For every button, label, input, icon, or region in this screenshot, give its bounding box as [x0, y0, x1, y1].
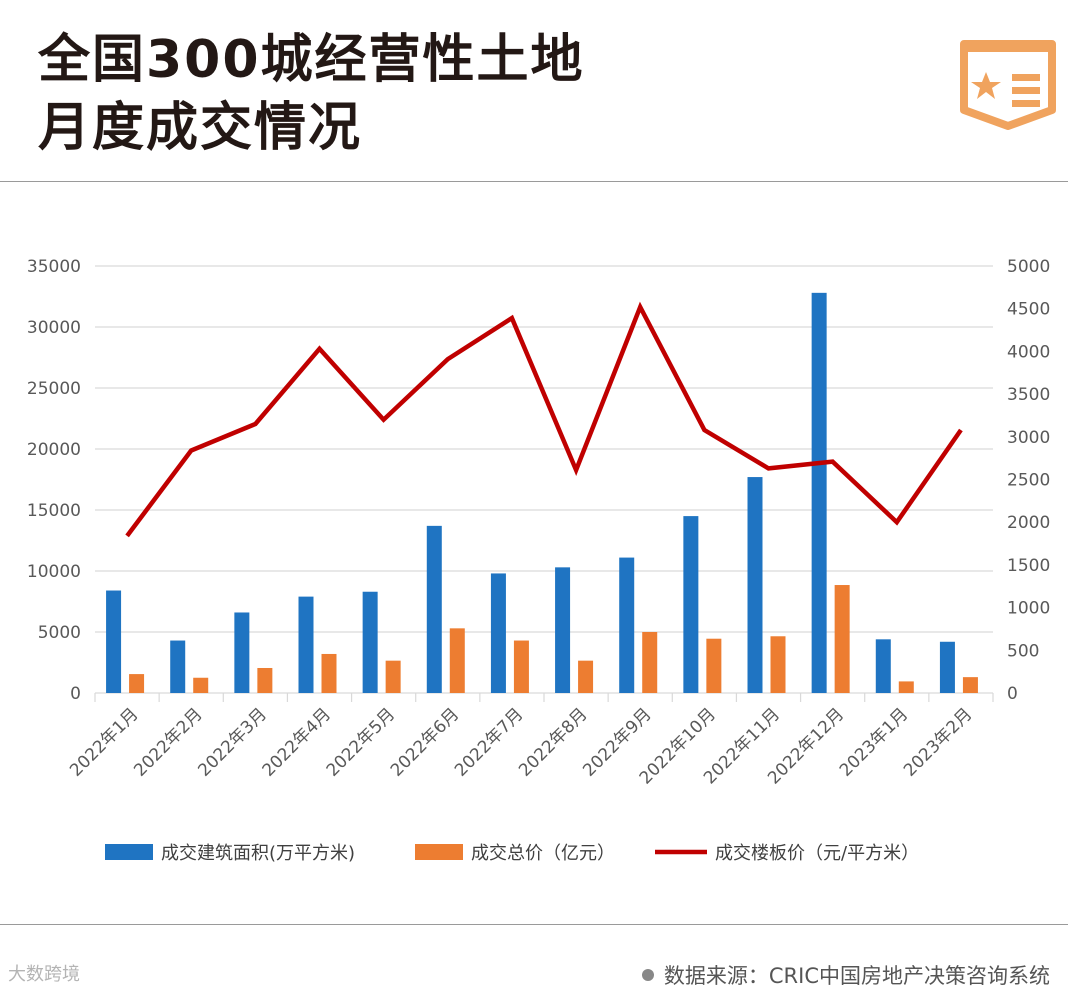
bar-area — [875, 639, 891, 693]
x-tick-label: 2022年5月 — [323, 704, 399, 780]
line-floor-price — [125, 301, 963, 538]
y-right-tick-label: 2000 — [1007, 513, 1050, 533]
bar-total-price — [642, 632, 658, 693]
bar-total-price — [962, 677, 978, 693]
star-report-badge-icon — [960, 40, 1056, 130]
x-tick-label: 2023年2月 — [900, 704, 976, 780]
bar-area — [683, 516, 699, 693]
y-left-tick-label: 10000 — [27, 562, 81, 582]
legend-swatch — [415, 844, 463, 860]
legend-swatch — [105, 844, 153, 860]
title-line-2: 月度成交情况 — [38, 98, 363, 158]
y-right-tick-label: 1000 — [1007, 599, 1050, 619]
x-tick-label: 2023年1月 — [836, 704, 912, 780]
y-right-tick-label: 4500 — [1007, 300, 1050, 320]
x-tick-label: 2022年7月 — [451, 704, 527, 780]
bar-total-price — [706, 638, 722, 693]
bar-total-price — [193, 677, 209, 693]
bar-total-price — [321, 653, 337, 693]
y-right-tick-label: 3000 — [1007, 428, 1050, 448]
bar-area — [426, 525, 442, 693]
bar-total-price — [129, 674, 145, 693]
land-transaction-chart: 0 5000 10000 15000 20000 25000 30000 35000 0 500 1… — [27, 257, 1050, 864]
bar-area — [747, 477, 763, 693]
x-tick-label: 2022年3月 — [194, 704, 270, 780]
footer-divider — [0, 924, 1068, 925]
y-left-tick-label: 35000 — [27, 257, 81, 277]
bar-area — [490, 573, 506, 693]
bar-total-price — [257, 667, 273, 693]
x-tick-label: 2022年1月 — [66, 704, 142, 780]
y-right-tick-label: 3500 — [1007, 385, 1050, 405]
y-left-tick-label: 15000 — [27, 501, 81, 521]
bar-area — [555, 567, 571, 693]
bar-area — [362, 591, 378, 693]
title-line-1: 全国300城经营性土地 — [38, 30, 585, 90]
bar-total-price — [578, 660, 594, 693]
y-left-tick-label: 30000 — [27, 318, 81, 338]
x-tick-label: 2022年4月 — [259, 704, 335, 780]
y-left-tick-label: 0 — [70, 684, 81, 704]
y-right-tick-label: 1500 — [1007, 556, 1050, 576]
bar-area — [106, 590, 122, 693]
y-right-tick-label: 2500 — [1007, 471, 1050, 491]
bar-total-price — [513, 640, 529, 693]
bar-area — [939, 641, 955, 693]
y-right-tick-label: 5000 — [1007, 257, 1050, 277]
bar-total-price — [898, 681, 914, 693]
y-left-tick-label: 20000 — [27, 440, 81, 460]
header-divider — [0, 181, 1068, 182]
brand-watermark: 大数跨境 — [8, 960, 80, 986]
data-source-text: 数据来源：CRIC中国房地产决策咨询系统 — [663, 964, 1050, 988]
bar-total-price — [449, 628, 465, 693]
legend-label: 成交建筑面积(万平方米) — [161, 843, 355, 864]
bar-area — [170, 640, 186, 693]
bar-total-price — [770, 636, 786, 693]
legend-label: 成交总价（亿元） — [471, 843, 615, 864]
y-left-tick-label: 25000 — [27, 379, 81, 399]
bar-total-price — [385, 660, 401, 693]
legend-label: 成交楼板价（元/平方米） — [715, 843, 919, 864]
bar-area — [619, 557, 635, 693]
bar-total-price — [834, 585, 850, 693]
x-tick-label: 2022年8月 — [515, 704, 591, 780]
x-tick-label: 2022年2月 — [130, 704, 206, 780]
data-source: 数据来源：CRIC中国房地产决策咨询系统 — [641, 960, 1050, 990]
bar-area — [811, 292, 827, 693]
x-tick-label: 2022年6月 — [387, 704, 463, 780]
bar-area — [298, 596, 314, 693]
bullet-dot-icon — [641, 969, 654, 981]
page-title: 全国300城经营性土地 月度成交情况 — [38, 26, 585, 162]
y-left-tick-label: 5000 — [38, 623, 81, 643]
y-right-tick-label: 0 — [1007, 684, 1018, 704]
brand-text: 大数跨境 — [8, 964, 80, 985]
y-right-tick-label: 4000 — [1007, 342, 1050, 362]
y-right-tick-label: 500 — [1007, 641, 1039, 661]
bar-area — [234, 612, 250, 693]
